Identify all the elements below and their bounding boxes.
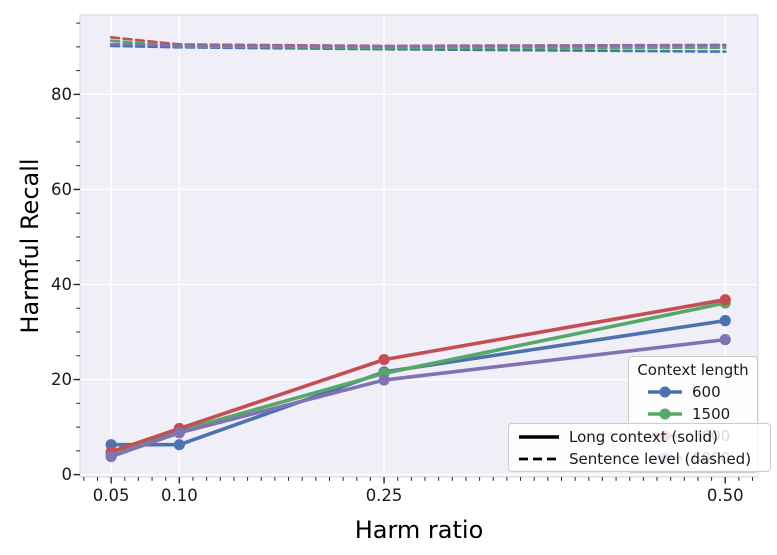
solid-line-icon [519,435,559,439]
series-marker-6000-long-context [378,374,390,386]
legend-entry-1500: 1500 [637,403,749,425]
x-tick-label: 0.10 [161,486,198,505]
legend-line-style: Long context (solid) Sentence level (dash… [508,423,771,472]
series-marker-600-long-context [719,315,731,327]
legend-entry-label: Sentence level (dashed) [569,450,752,468]
legend-entries: Long context (solid) Sentence level (dash… [517,426,762,470]
legend-title: Context length [637,361,749,379]
x-axis-label: Harm ratio [354,516,484,544]
y-tick-label: 80 [51,85,72,104]
series-marker-6000-long-context [719,334,731,346]
line-marker-icon [648,386,682,398]
y-tick-label: 0 [62,465,73,484]
series-line-6000-long-context [109,337,728,459]
series-marker-600-long-context [173,439,185,451]
legend-entry-label: 1500 [692,405,731,423]
y-tick-label: 60 [51,180,72,199]
y-axis-label: Harmful Recall [16,158,44,334]
legend-entry-dashed: Sentence level (dashed) [517,448,762,470]
x-tick-label: 0.25 [366,486,403,505]
series-line-3000-long-context [109,297,728,454]
x-tick-label: 0.05 [93,486,130,505]
line-marker-icon [648,408,682,420]
legend-entry-label: Long context (solid) [569,428,718,446]
series-marker-3000-long-context [719,294,731,306]
series-marker-6000-long-context [105,450,117,463]
legend-entry-label: 600 [692,383,721,401]
legend-entry-solid: Long context (solid) [517,426,762,448]
series-marker-6000-long-context [173,427,185,439]
x-tick-label: 0.50 [707,486,744,505]
plot-border [79,14,759,478]
y-tick-label: 40 [51,275,72,294]
series-marker-3000-long-context [378,353,390,366]
series-line-6000-sentence-level [109,42,727,48]
legend-entry-600: 600 [637,381,749,403]
y-tick-label: 20 [51,370,72,389]
dashed-line-icon [519,457,559,461]
